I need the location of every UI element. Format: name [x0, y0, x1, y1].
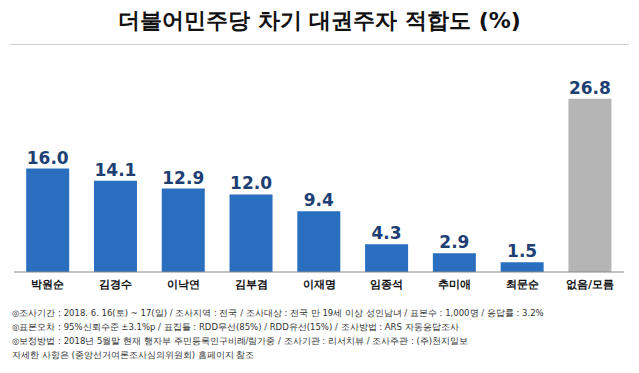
html-text:자세한 사항은 (중앙선거여론조사심의위원회) 홈페이지 참: 자세한 사항은 (중앙선거여론조사심의위원회) 홈페이지 참조 [12, 350, 255, 360]
svg-text:김부겸: 김부겸 [235, 278, 268, 291]
svg-text:임종석: 임종석 [370, 278, 403, 291]
svg-text:9.4: 9.4 [304, 190, 334, 210]
svg-text:없음/모름: 없음/모름 [566, 278, 614, 291]
svg-text:12.9: 12.9 [162, 168, 204, 188]
html-text:◎조사기간 : 2018. 6. 16(토) ~ 17(일): ◎조사기간 : 2018. 6. 16(토) ~ 17(일) / 조사지역 : … [12, 308, 544, 318]
html-text:◎표본오차 : 95%신뢰수준 ±3.1%p / 표집틀 :: ◎표본오차 : 95%신뢰수준 ±3.1%p / 표집틀 : RDD무선(85%… [12, 322, 459, 332]
svg-text:16.0: 16.0 [27, 148, 69, 168]
svg-text:14.1: 14.1 [95, 160, 137, 180]
svg-text:1.5: 1.5 [507, 241, 537, 261]
svg-text:26.8: 26.8 [569, 78, 611, 98]
svg-text:12.0: 12.0 [230, 173, 272, 193]
svg-text:이재명: 이재명 [303, 278, 336, 291]
svg-text:김경수: 김경수 [99, 278, 132, 291]
html-text:◎보정방법 : 2018년 5월말 현재 행자부 주민등록인: ◎보정방법 : 2018년 5월말 현재 행자부 주민등록인구비례/림가중 / … [12, 336, 469, 346]
svg-text:2.9: 2.9 [439, 232, 469, 252]
svg-text:이낙연: 이낙연 [167, 278, 200, 291]
svg-text:4.3: 4.3 [372, 223, 402, 243]
svg-text:박원순: 박원순 [31, 278, 64, 291]
svg-text:최문순: 최문순 [506, 278, 539, 291]
html-text:더불어민주당 차기 대권주자 적합도 (%): 더불어민주당 차기 대권주자 적합도 (%) [118, 8, 521, 33]
svg-text:추미애: 추미애 [438, 278, 471, 291]
